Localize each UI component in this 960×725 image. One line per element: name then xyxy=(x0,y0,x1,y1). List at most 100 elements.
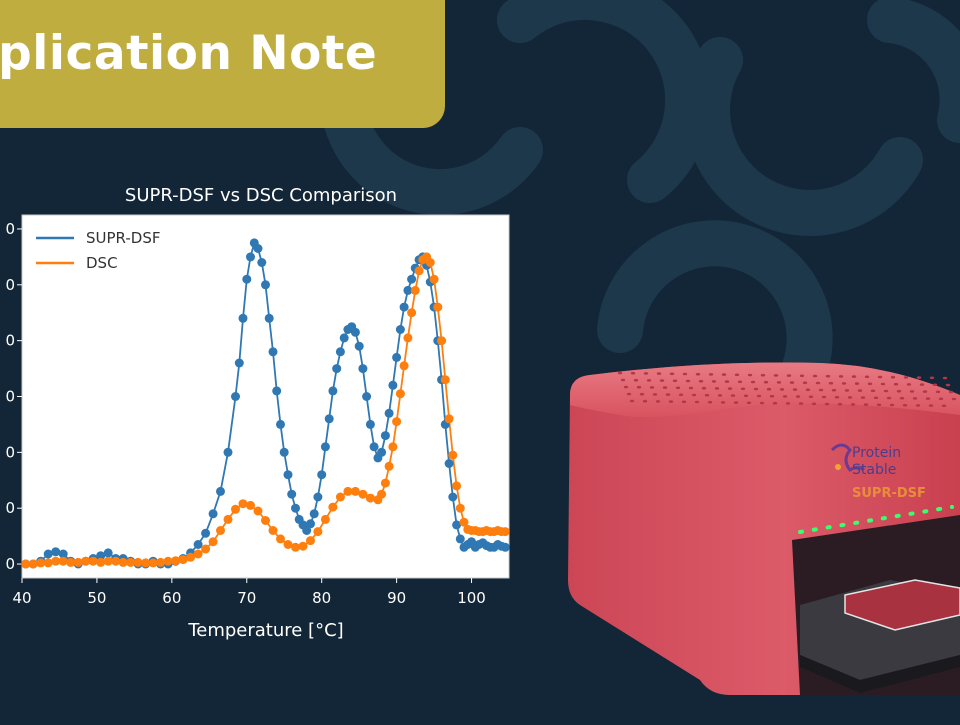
vent-hole xyxy=(818,388,824,392)
data-point xyxy=(395,389,405,399)
data-point xyxy=(291,542,300,552)
vent-hole xyxy=(857,389,863,392)
vent-hole xyxy=(903,376,909,379)
chart-title: SUPR-DSF vs DSC Comparison xyxy=(125,185,397,206)
vent-hole xyxy=(851,375,857,378)
y-tick-label: 0 xyxy=(5,388,15,406)
data-point xyxy=(343,486,353,496)
vent-hole xyxy=(883,389,889,393)
vent-hole xyxy=(655,400,661,403)
vent-hole xyxy=(785,402,791,405)
banner-title: pplication Note xyxy=(0,26,378,81)
data-point xyxy=(377,489,387,499)
plate-holder-shadow xyxy=(800,655,960,693)
data-point xyxy=(171,556,181,566)
data-point xyxy=(455,503,465,513)
vent-hole xyxy=(811,402,817,406)
data-point xyxy=(335,347,345,357)
vent-hole xyxy=(678,393,684,397)
data-point xyxy=(298,541,308,551)
data-point xyxy=(291,503,300,513)
data-point xyxy=(350,327,360,337)
vent-hole xyxy=(662,386,668,389)
data-point xyxy=(365,493,375,503)
chart-legend: SUPR-DSF DSC xyxy=(36,229,160,272)
data-point xyxy=(126,557,136,567)
logo-mark-icon xyxy=(830,443,865,472)
vent-hole xyxy=(821,395,827,399)
vent-hole xyxy=(876,403,882,407)
vent-hole xyxy=(786,374,792,377)
vent-hole xyxy=(756,394,762,398)
vent-hole xyxy=(837,402,843,406)
vent-hole xyxy=(717,394,723,397)
led-strip xyxy=(798,505,954,534)
data-point xyxy=(500,527,510,537)
vent-hole xyxy=(805,388,811,392)
data-point xyxy=(43,549,53,559)
vent-hole xyxy=(838,375,844,378)
supr-dsf-instrument-image: Protein Stable SUPR-DSF xyxy=(568,362,960,695)
vent-hole xyxy=(772,401,778,405)
logo-dot-icon xyxy=(835,464,841,470)
vent-hole xyxy=(873,396,879,400)
vent-hole xyxy=(642,399,648,403)
data-point xyxy=(58,556,68,566)
data-point xyxy=(36,558,46,568)
x-tick-label: 70 xyxy=(237,589,256,607)
vent-hole xyxy=(831,388,837,392)
data-point xyxy=(261,516,270,525)
vent-hole xyxy=(714,387,720,390)
vent-hole xyxy=(636,385,642,389)
data-point xyxy=(234,358,244,368)
data-point xyxy=(403,285,413,295)
vent-hole xyxy=(890,375,896,379)
data-point xyxy=(118,557,128,567)
vent-hole xyxy=(730,394,736,397)
vent-hole xyxy=(688,386,694,390)
data-point xyxy=(43,558,53,568)
device-model: SUPR-DSF xyxy=(852,486,926,501)
device-logo: Protein Stable SUPR-DSF xyxy=(830,443,926,501)
data-point xyxy=(279,447,289,457)
vent-hole xyxy=(639,392,645,396)
data-point xyxy=(141,558,151,568)
vent-hole xyxy=(649,386,655,389)
data-point xyxy=(223,514,233,524)
data-point xyxy=(425,258,435,267)
y-tick-label: 0 xyxy=(5,443,15,461)
vent-hole xyxy=(834,395,840,399)
x-tick-label: 60 xyxy=(162,589,181,607)
data-point xyxy=(231,392,240,401)
data-point xyxy=(444,459,454,468)
vent-hole xyxy=(919,383,925,386)
data-point xyxy=(459,517,469,527)
data-point xyxy=(103,556,113,566)
vent-hole xyxy=(707,400,713,404)
y-axis-ticks: 0 0 0 0 0 0 0 xyxy=(5,220,22,573)
vent-hole xyxy=(782,395,788,398)
vent-hole xyxy=(825,374,831,378)
vent-hole xyxy=(701,386,707,390)
vent-hole xyxy=(812,374,818,378)
vent-hole xyxy=(681,400,687,404)
vent-hole xyxy=(945,383,951,387)
vent-hole xyxy=(695,372,701,376)
vent-hole xyxy=(935,390,941,394)
data-point xyxy=(96,551,106,561)
data-point xyxy=(302,526,312,535)
data-point xyxy=(253,244,263,253)
data-point xyxy=(350,486,360,496)
vent-hole xyxy=(896,389,902,393)
vent-hole xyxy=(746,401,752,405)
y-tick-label: 0 xyxy=(5,499,15,517)
data-point xyxy=(369,442,379,452)
data-point xyxy=(238,499,248,509)
data-point xyxy=(268,347,278,357)
vent-hole xyxy=(646,379,652,382)
x-tick-label: 50 xyxy=(87,589,106,607)
vent-hole xyxy=(847,396,853,399)
data-point xyxy=(377,447,387,457)
vent-hole xyxy=(698,379,704,383)
